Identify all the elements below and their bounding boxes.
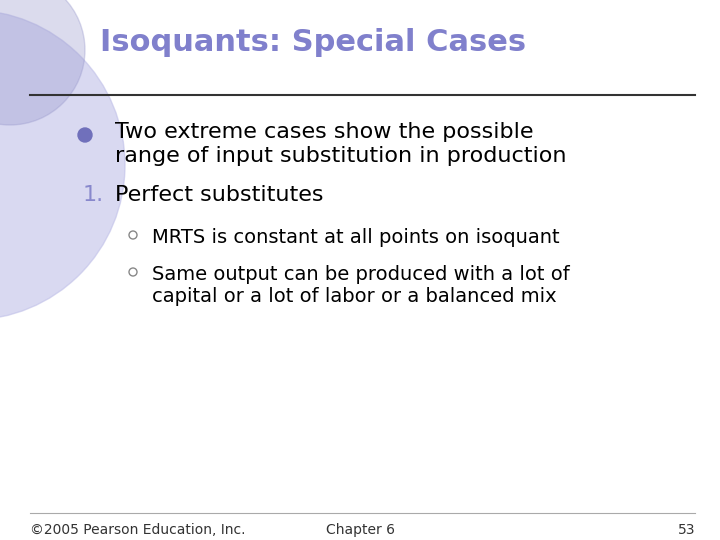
Text: Two extreme cases show the possible: Two extreme cases show the possible	[115, 122, 534, 142]
Circle shape	[78, 128, 92, 142]
Circle shape	[0, 0, 85, 125]
Text: range of input substitution in production: range of input substitution in productio…	[115, 146, 567, 166]
Text: Perfect substitutes: Perfect substitutes	[115, 185, 323, 205]
Text: 1.: 1.	[83, 185, 104, 205]
Text: capital or a lot of labor or a balanced mix: capital or a lot of labor or a balanced …	[152, 287, 557, 306]
Text: Chapter 6: Chapter 6	[325, 523, 395, 537]
Text: 53: 53	[678, 523, 695, 537]
Text: Isoquants: Special Cases: Isoquants: Special Cases	[100, 28, 526, 57]
Text: MRTS is constant at all points on isoquant: MRTS is constant at all points on isoqua…	[152, 228, 559, 247]
Text: ©2005 Pearson Education, Inc.: ©2005 Pearson Education, Inc.	[30, 523, 246, 537]
Circle shape	[0, 10, 125, 320]
Text: Same output can be produced with a lot of: Same output can be produced with a lot o…	[152, 265, 570, 284]
